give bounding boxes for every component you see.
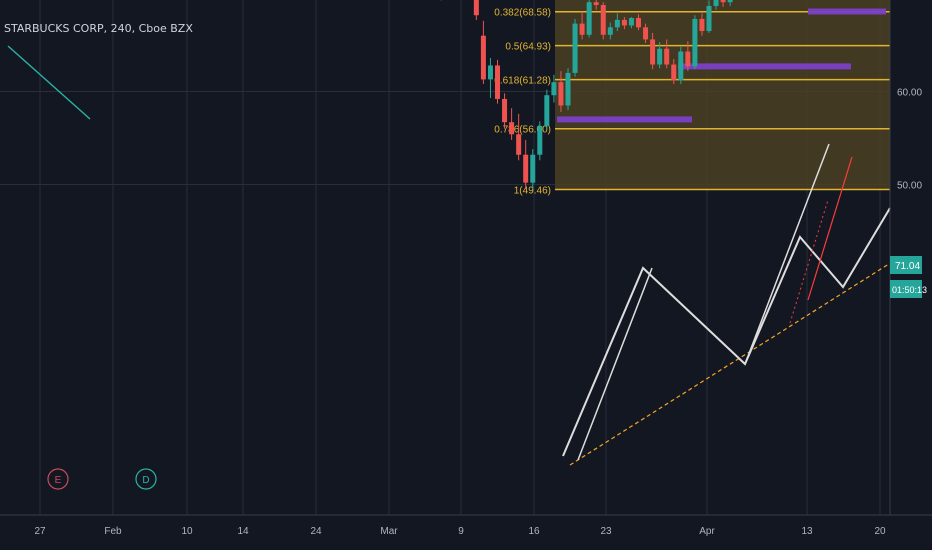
- event-marker: [135, 468, 157, 490]
- chart-title: STARBUCKS CORP, 240, Cboe BZX: [4, 22, 193, 35]
- candle-body: [537, 125, 543, 155]
- candle-body: [600, 5, 606, 35]
- candle-body: [727, 0, 733, 3]
- support-zone: [678, 63, 851, 70]
- price-tick-label: 50.00: [897, 181, 922, 192]
- time-tick-label: 9: [458, 526, 464, 537]
- candle-body: [495, 65, 500, 99]
- candle-body: [516, 134, 522, 155]
- candle-body: [530, 154, 536, 183]
- candle-body: [607, 27, 613, 35]
- candle-body: [579, 23, 585, 35]
- candle-body: [480, 35, 486, 80]
- candle-body: [671, 64, 677, 81]
- fib-level-label: 0.382(68.58): [494, 8, 551, 19]
- candle-body: [593, 2, 599, 6]
- last-price-tag: [890, 256, 922, 274]
- candle-body: [558, 82, 564, 106]
- time-tick-label: Feb: [104, 526, 122, 537]
- pattern-projection: [744, 143, 830, 365]
- candle-body: [502, 98, 508, 123]
- candle-body: [586, 2, 592, 35]
- candle-body: [678, 51, 684, 81]
- last-price-value: 71.04: [895, 261, 920, 272]
- price-tick-label: 60.00: [897, 88, 922, 99]
- candle-body: [509, 122, 515, 135]
- event-marker: [47, 468, 69, 490]
- candle-body: [551, 82, 557, 96]
- candle-body: [565, 72, 571, 106]
- candle-body: [692, 18, 698, 67]
- candle-body: [664, 48, 670, 65]
- fib-level-label: 1(49.46): [514, 186, 551, 197]
- pattern-zigzag: [562, 207, 891, 457]
- candle-body: [544, 95, 550, 126]
- time-tick-label: Mar: [380, 526, 398, 537]
- pattern-leg: [577, 267, 653, 461]
- candle-body: [473, 0, 479, 16]
- candle-body: [650, 39, 656, 65]
- projection-dotted: [789, 199, 829, 324]
- event-marker-label: E: [55, 475, 62, 486]
- candle-body: [643, 27, 649, 40]
- time-tick-label: 16: [528, 526, 540, 537]
- time-tick-label: 13: [801, 526, 813, 537]
- trendline: [7, 45, 91, 120]
- candle-body: [657, 48, 663, 65]
- candle-body: [572, 23, 578, 73]
- time-tick-label: 10: [181, 526, 193, 537]
- event-marker-label: D: [142, 475, 149, 486]
- candle-body: [706, 5, 712, 32]
- support-zone: [808, 8, 886, 15]
- rising-trendline: [569, 261, 893, 466]
- candle-body: [720, 0, 726, 3]
- time-tick-label: Apr: [699, 526, 715, 537]
- projection-line: [807, 156, 853, 301]
- candle-body: [487, 65, 493, 80]
- candle-body: [523, 154, 529, 183]
- fib-level-label: 0.5(64.93): [505, 42, 551, 53]
- candle-body: [628, 18, 634, 26]
- support-zone: [557, 116, 692, 123]
- time-tick-label: 27: [34, 526, 46, 537]
- time-tick-label: 14: [237, 526, 249, 537]
- fib-level-label: 0.786(56.00): [494, 125, 551, 136]
- candle-body: [685, 51, 691, 67]
- time-tick-label: 23: [600, 526, 612, 537]
- countdown-value: 01:50:13: [892, 285, 927, 295]
- countdown-tag: [890, 280, 922, 298]
- candle-body: [621, 19, 627, 26]
- candle-body: [614, 19, 620, 28]
- candle-body: [699, 18, 705, 32]
- candle-body: [636, 18, 641, 28]
- candle-body: [713, 0, 719, 6]
- time-tick-label: 20: [874, 526, 886, 537]
- fib-level-label: 0.618(61.28): [494, 76, 551, 87]
- time-tick-label: 24: [310, 526, 322, 537]
